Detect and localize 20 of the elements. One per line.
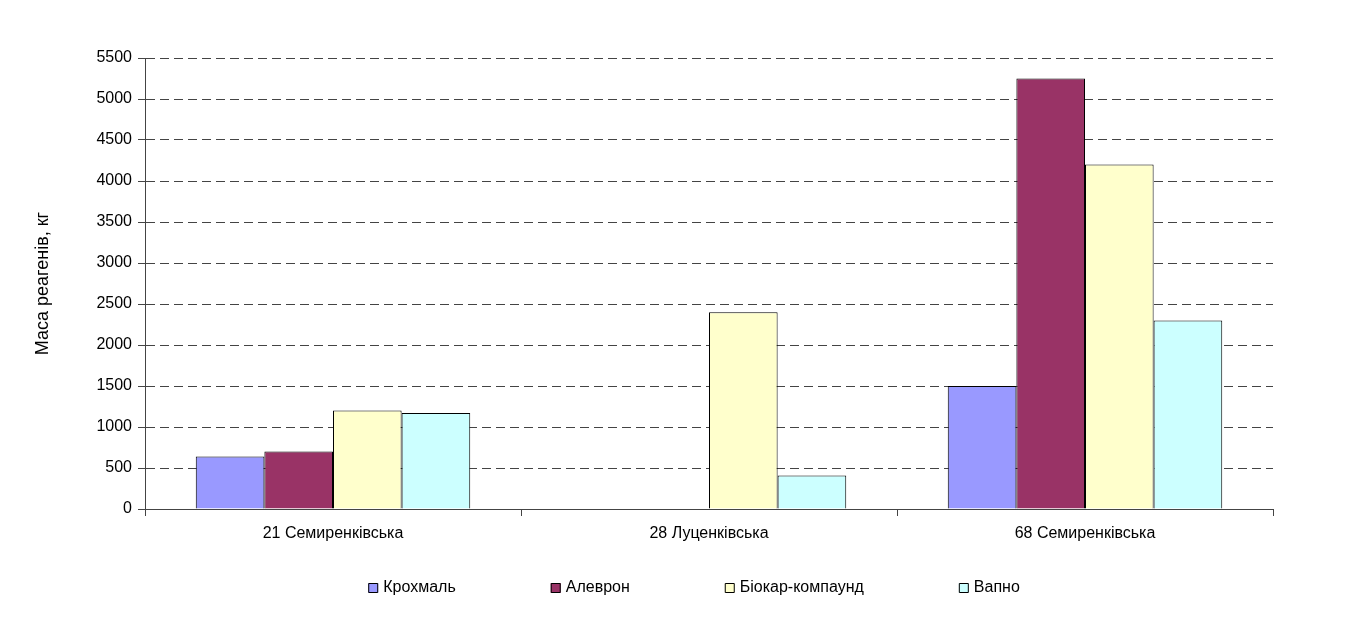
- y-axis-title: Маса реагенів, кг: [31, 211, 52, 356]
- legend-label: Вапно: [973, 578, 1020, 596]
- y-tick-label: 3000: [96, 253, 133, 271]
- y-tick-label: 2000: [96, 335, 133, 353]
- y-tick-label: 3500: [96, 212, 133, 230]
- legend-label: Алеврон: [565, 578, 630, 596]
- y-tick-label: 4000: [96, 171, 133, 189]
- x-tick-label: 21 Семиренківська: [262, 524, 404, 542]
- y-tick-label: 2500: [96, 294, 133, 312]
- y-tick-label: 5000: [96, 89, 133, 107]
- y-tick-label: 1000: [96, 417, 133, 435]
- x-tick-label: 68 Семиренківська: [1014, 524, 1156, 542]
- y-tick-label: 500: [105, 458, 133, 476]
- legend-label: Крохмаль: [383, 578, 456, 596]
- legend-label: Біокар-компаунд: [739, 578, 865, 596]
- y-tick-label: 5500: [96, 48, 133, 66]
- y-tick-label: 4500: [96, 130, 133, 148]
- y-tick-label: 0: [123, 499, 133, 517]
- x-tick-label: 28 Луценківська: [649, 524, 769, 542]
- y-tick-label: 1500: [96, 376, 133, 394]
